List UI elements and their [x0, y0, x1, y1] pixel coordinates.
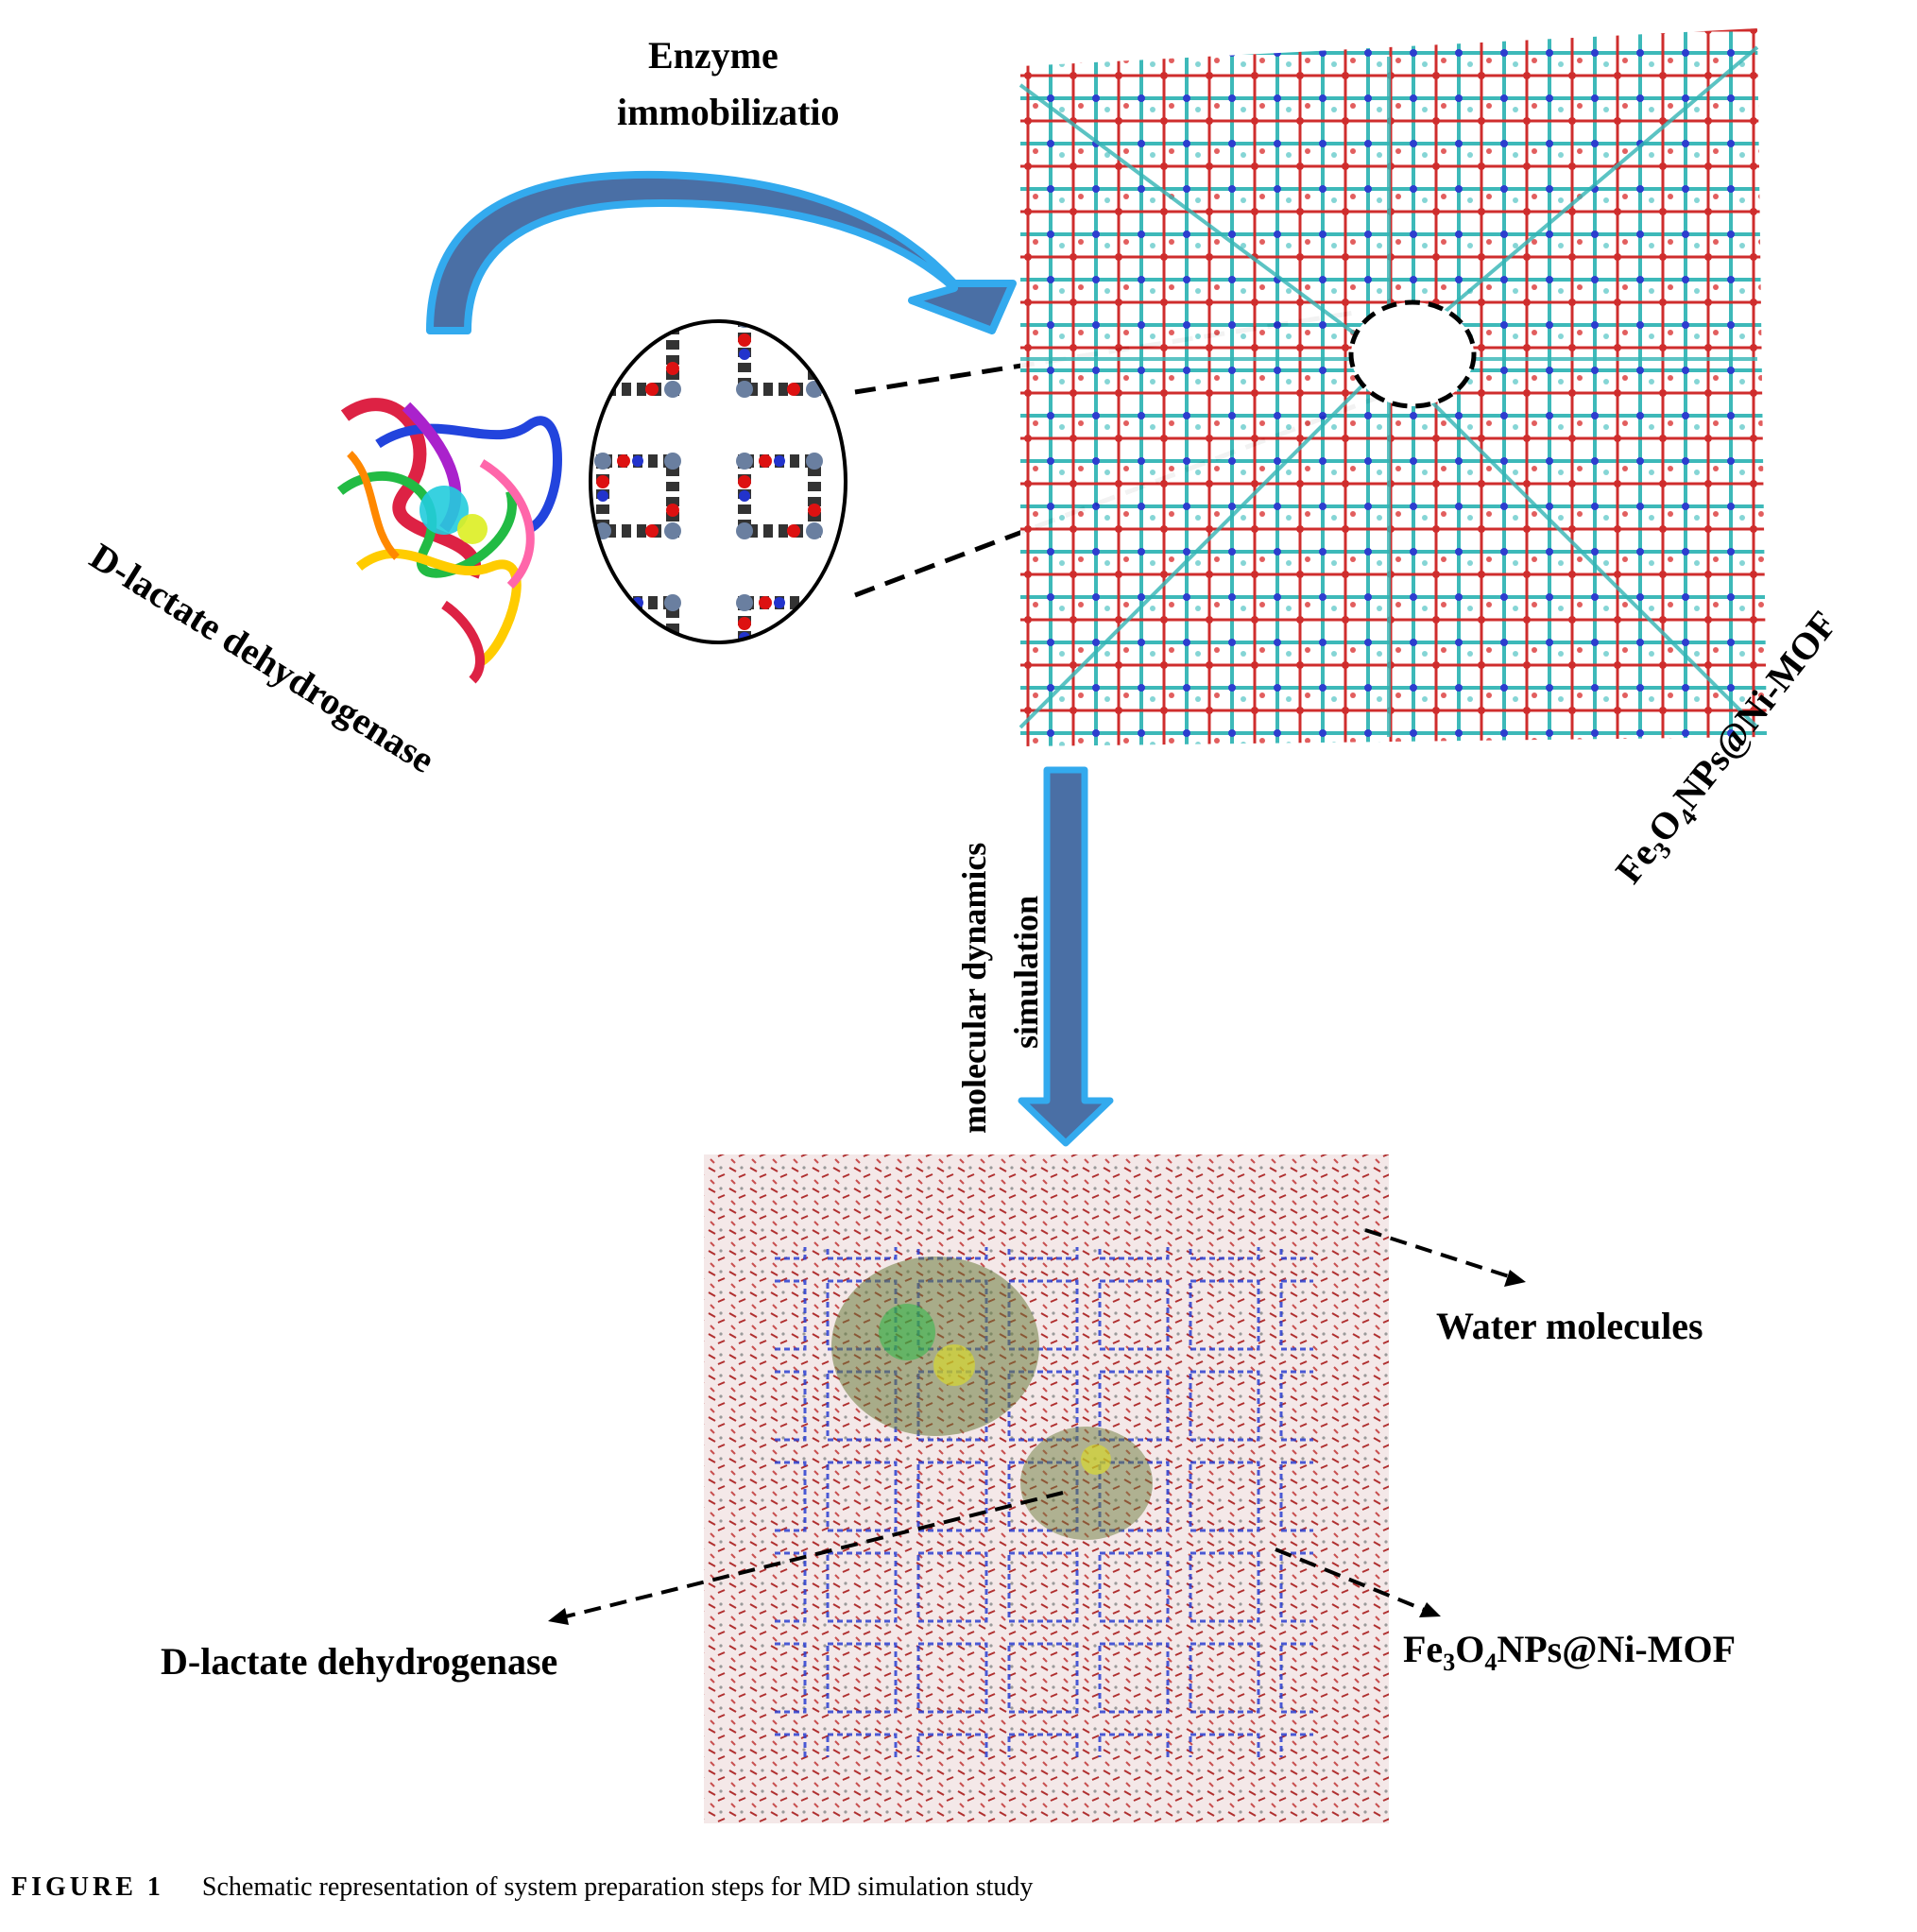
mof-name-bottom-label: Fe3O4NPs@Ni-MOF: [1403, 1627, 1736, 1677]
arrowheads: [548, 1270, 1526, 1625]
water-molecules-label: Water molecules: [1436, 1305, 1703, 1347]
mof-bottom-suffix: NPs@Ni-MOF: [1497, 1628, 1737, 1670]
figure-label: FIGURE 1: [11, 1872, 164, 1902]
figure-caption: FIGURE 1 Schematic representation of syst…: [11, 1872, 1033, 1903]
md-label-line1: molecular dynamics: [955, 842, 993, 1134]
mof-framework: [1018, 28, 1767, 746]
mof-bottom-mid: O: [1455, 1628, 1485, 1670]
mof-bottom-sub2: 4: [1484, 1649, 1498, 1676]
enzyme-structure: [336, 398, 562, 684]
enzyme-immobilization-label-line2: immobilizatio: [617, 91, 840, 133]
simulation-box: [704, 1154, 1389, 1823]
md-arrow: [1018, 766, 1114, 1147]
zoom-inset: [589, 319, 847, 644]
md-label-line2: simulation: [1007, 895, 1045, 1049]
mof-bottom-sub1: 3: [1443, 1649, 1456, 1676]
pointer-arrows: [561, 1228, 1513, 1619]
enzyme-immobilization-label-line1: Enzyme: [648, 34, 779, 77]
immobilization-arrow: [426, 170, 1017, 334]
enzyme-name-bottom-label: D-lactate dehydrogenase: [161, 1640, 558, 1683]
mof-bottom-prefix: Fe: [1403, 1628, 1444, 1670]
caption-text: Schematic representation of system prepa…: [201, 1872, 1034, 1902]
